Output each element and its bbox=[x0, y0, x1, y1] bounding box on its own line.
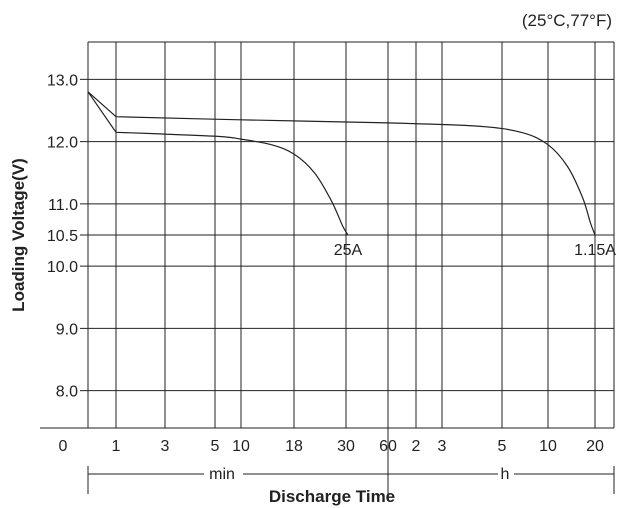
x-tick-label: 5 bbox=[211, 438, 220, 455]
y-tick-label: 10.5 bbox=[47, 228, 78, 245]
x-tick-label: 2 bbox=[412, 438, 421, 455]
series-label: 25A bbox=[334, 242, 363, 259]
x-tick-label: 5 bbox=[498, 438, 507, 455]
x-axis-zero-label: 0 bbox=[59, 438, 68, 455]
x-tick-label: 20 bbox=[586, 438, 604, 455]
series-label: 1.15A bbox=[574, 242, 616, 259]
series-line bbox=[87, 91, 349, 236]
grid bbox=[40, 41, 615, 494]
x-tick-label: 10 bbox=[539, 438, 557, 455]
y-tick-label: 8.0 bbox=[56, 384, 78, 401]
series-lines: 25A 1.15A bbox=[87, 91, 616, 259]
x-tick-label: 3 bbox=[161, 438, 170, 455]
y-axis-label: Loading Voltage(V) bbox=[9, 158, 28, 312]
unit-min-label: min bbox=[209, 466, 235, 483]
y-tick-labels: 13.0 12.0 11.0 10.5 10.0 9.0 8.0 bbox=[47, 72, 78, 400]
y-tick-label: 9.0 bbox=[56, 321, 78, 338]
x-tick-labels: 1 3 5 10 18 30 60 2 3 5 10 20 bbox=[112, 438, 604, 455]
y-tick-label: 12.0 bbox=[47, 135, 78, 152]
y-tick-label: 11.0 bbox=[48, 197, 78, 214]
x-tick-label: 60 bbox=[379, 438, 397, 455]
y-tick-label: 10.0 bbox=[47, 259, 78, 276]
x-axis-label: Discharge Time bbox=[269, 487, 395, 506]
x-tick-label: 10 bbox=[232, 438, 250, 455]
x-tick-label: 30 bbox=[337, 438, 355, 455]
series-line bbox=[87, 91, 596, 236]
y-tick-label: 13.0 bbox=[47, 72, 78, 89]
x-tick-label: 1 bbox=[112, 438, 121, 455]
condition-note: (25°C,77°F) bbox=[522, 11, 612, 30]
x-tick-label: 3 bbox=[438, 438, 447, 455]
x-tick-label: 18 bbox=[285, 438, 303, 455]
unit-h-label: h bbox=[501, 466, 510, 483]
